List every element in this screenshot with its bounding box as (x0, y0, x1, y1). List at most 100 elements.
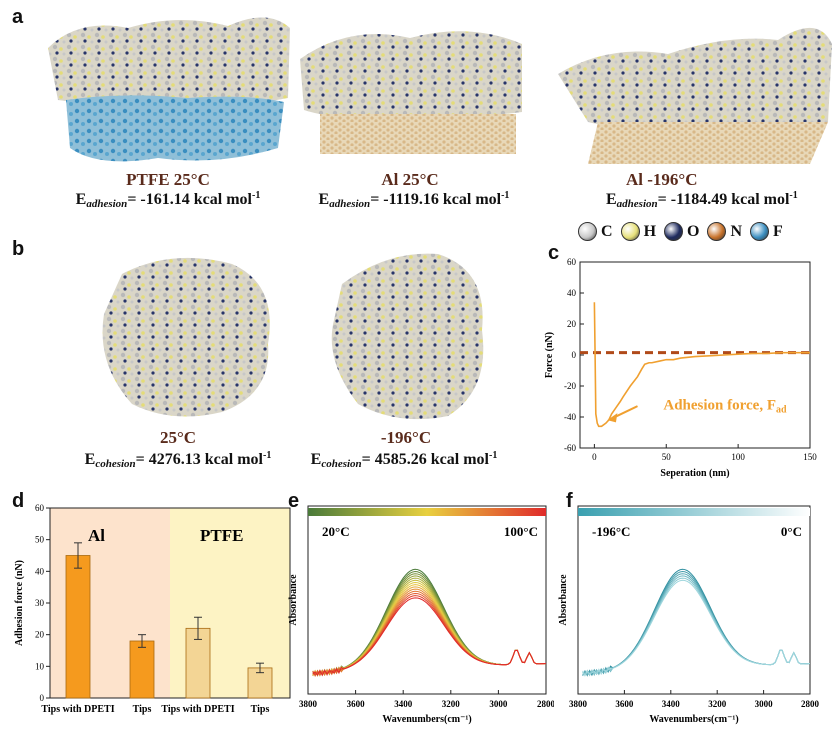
category-label: Tips (251, 704, 270, 715)
ftir-heating-chart: 20°C 100°C 3800 3600 3400 3200 3000 2800 Wavenum… (288, 505, 554, 725)
atom-legend-c: C (578, 222, 613, 241)
al-25c-molecular-model (300, 31, 522, 154)
al-minus196c-molecular-model (558, 27, 832, 164)
x-tick-label: 50 (662, 452, 672, 462)
atom-symbol: O (687, 222, 700, 240)
atom-legend-o: O (664, 222, 699, 241)
bar (65, 555, 91, 699)
cohesion-minus196c-energy: Ecohesion= 4585.26 kcal mol-1 (310, 450, 498, 470)
spectrum-line (312, 568, 547, 677)
x-tick-label: 0 (592, 452, 597, 462)
cohesion-25c-energy: Ecohesion= 4276.13 kcal mol-1 (84, 450, 272, 470)
y-tick-label: 20 (567, 319, 577, 329)
x-axis-label: Wavenumbers(cm⁻¹) (649, 714, 738, 725)
y-axis-label: Absorbance (288, 574, 299, 626)
x-tick-label: 3200 (708, 699, 727, 709)
group-label-al: Al (88, 526, 105, 545)
ftir-cooling-chart: -196°C 0°C 3800 3600 3400 3200 3000 2800 Wavenum… (558, 505, 820, 725)
category-label: Tips with DPETI (161, 704, 234, 715)
force-separation-chart: -60 -40 -20 0 20 40 60 0 50 100 150 Seperation (nm)… (544, 257, 817, 479)
y-tick-label: 40 (567, 288, 577, 298)
y-tick-label: 50 (35, 535, 45, 545)
ptfe-adhesion-energy: Eadhesion= -161.14 kcal mol-1 (75, 190, 261, 210)
y-tick-label: 0 (572, 350, 577, 360)
x-tick-label: 2800 (537, 699, 554, 709)
spectrum-line (582, 579, 811, 677)
colorbar-low-label: -196°C (592, 524, 630, 539)
panel-a-label: a (12, 6, 24, 28)
atom-ball-icon (620, 222, 640, 241)
y-axis-label: Adhesion force (nN) (14, 560, 25, 646)
y-tick-label: 20 (35, 630, 45, 640)
atom-symbol: N (730, 222, 743, 240)
atom-legend-f: F (750, 222, 783, 241)
cohesion-minus196c-molecular-model (331, 253, 484, 420)
y-tick-label: 10 (35, 661, 45, 671)
y-tick-label: 40 (35, 566, 45, 576)
ptfe-25c-molecular-model (48, 17, 290, 162)
colorbar-high-label: 0°C (781, 524, 802, 539)
x-tick-label: 3000 (755, 699, 774, 709)
force-curve (593, 302, 810, 428)
spectrum-line (312, 597, 547, 677)
atom-ball-icon (750, 222, 770, 241)
x-tick-label: 100 (731, 452, 745, 462)
y-axis-label: Absorbance (558, 574, 569, 626)
atom-symbol: H (643, 222, 657, 240)
y-tick-label: 0 (40, 693, 45, 703)
panel-c-label: c (548, 242, 560, 264)
panel-b-label: b (12, 238, 25, 260)
x-tick-label: 3600 (347, 699, 366, 709)
colorbar-low-label: 20°C (322, 524, 350, 539)
x-axis-label: Wavenumbers(cm⁻¹) (382, 714, 471, 725)
temperature-colorbar (578, 508, 810, 516)
cohesion-25c-title: 25°C (159, 428, 197, 447)
x-tick-label: 3200 (442, 699, 461, 709)
x-tick-label: 3400 (394, 699, 413, 709)
bar (185, 627, 211, 699)
al-25c-title: Al 25°C (381, 170, 439, 189)
y-tick-label: 60 (567, 257, 577, 267)
plot-frame (307, 505, 547, 695)
panel-f-label: f (566, 490, 573, 512)
cohesion-25c-molecular-model (102, 257, 270, 417)
x-tick-label: 3400 (662, 699, 681, 709)
y-tick-label: 30 (35, 598, 45, 608)
category-label: Tips (133, 704, 152, 715)
atom-symbol: C (601, 222, 613, 240)
atom-ball-icon (707, 222, 727, 241)
y-tick-label: -40 (564, 412, 576, 422)
atom-ball-icon (664, 222, 684, 241)
annotation-text: Adhesion force, Fad (663, 397, 787, 415)
group-label-ptfe: PTFE (200, 526, 243, 545)
atom-legend-h: H (620, 222, 657, 241)
adhesion-force-bar-chart: Al PTFE 0 10 20 30 40 50 60 Adhesion force (nN) Ti… (14, 503, 291, 715)
panel-d-label: d (12, 490, 25, 512)
temperature-colorbar (308, 508, 546, 516)
plot-frame (577, 505, 811, 695)
x-tick-label: 3800 (299, 699, 318, 709)
atom-symbol: F (773, 222, 783, 240)
y-axis-label: Force (nN) (544, 332, 555, 378)
al-minus196c-title: Al -196°C (626, 170, 698, 189)
x-tick-label: 150 (803, 452, 817, 462)
x-tick-label: 2800 (801, 699, 820, 709)
category-label: Tips with DPETI (41, 704, 114, 715)
atom-legend-n: N (707, 222, 742, 241)
al-25c-adhesion-energy: Eadhesion= -1119.16 kcal mol-1 (318, 190, 510, 210)
x-axis-label: Seperation (nm) (660, 468, 729, 479)
x-tick-label: 3000 (489, 699, 508, 709)
cohesion-minus196c-title: -196°C (380, 428, 432, 447)
y-tick-label: 60 (35, 503, 45, 513)
panel-e-label: e (288, 490, 300, 512)
bar (129, 640, 155, 699)
al-minus196c-adhesion-energy: Eadhesion= -1184.49 kcal mol-1 (606, 190, 798, 210)
x-tick-label: 3800 (569, 699, 588, 709)
colorbar-high-label: 100°C (504, 524, 538, 539)
annotation-arrowhead-icon (607, 413, 618, 423)
atom-ball-icon (578, 222, 597, 241)
y-tick-label: -20 (564, 381, 576, 391)
spectrum-line (312, 595, 547, 676)
y-tick-label: -60 (564, 443, 576, 453)
